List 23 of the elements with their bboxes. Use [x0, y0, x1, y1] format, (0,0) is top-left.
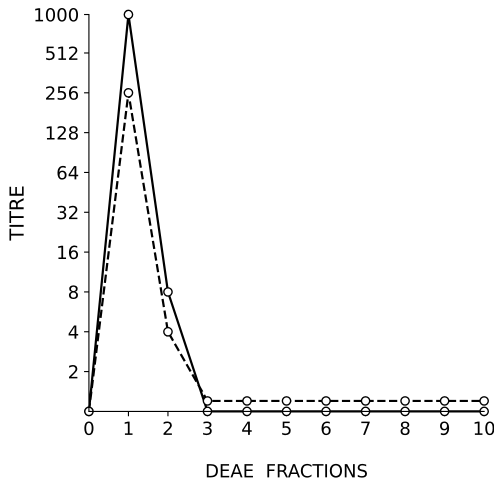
y-tick-label: 2 [69, 365, 78, 378]
y-tick-label: 256 [46, 86, 78, 100]
x-tick-label: 6 [322, 421, 331, 436]
x-tick-label: 5 [282, 422, 291, 436]
y-tick-label: 128 [46, 126, 78, 140]
x-tick-label: 7 [361, 422, 370, 435]
y-tick-label: 8 [68, 285, 78, 300]
x-axis-title: DEAE FRACTIONS [206, 464, 367, 478]
x-tick-label: 4 [242, 422, 252, 435]
x-tick-label: 0 [84, 421, 94, 436]
x-tick-label: 9 [440, 421, 450, 436]
y-tick-label: 1000 [35, 8, 78, 22]
y-tick-label: 64 [57, 166, 78, 180]
y-tick-label: 16 [58, 246, 78, 260]
x-tick-label: 2 [164, 421, 172, 435]
y-tick-label: 4 [68, 325, 78, 339]
x-tick-label: 8 [400, 421, 410, 436]
x-tick-label: 3 [203, 421, 212, 436]
x-tick-label: 10 [474, 421, 494, 436]
x-tick-label: 1 [124, 422, 133, 435]
y-tick-label: 32 [58, 206, 78, 220]
y-tick-label: 512 [46, 46, 78, 60]
y-axis-title: TITRE [9, 186, 24, 241]
